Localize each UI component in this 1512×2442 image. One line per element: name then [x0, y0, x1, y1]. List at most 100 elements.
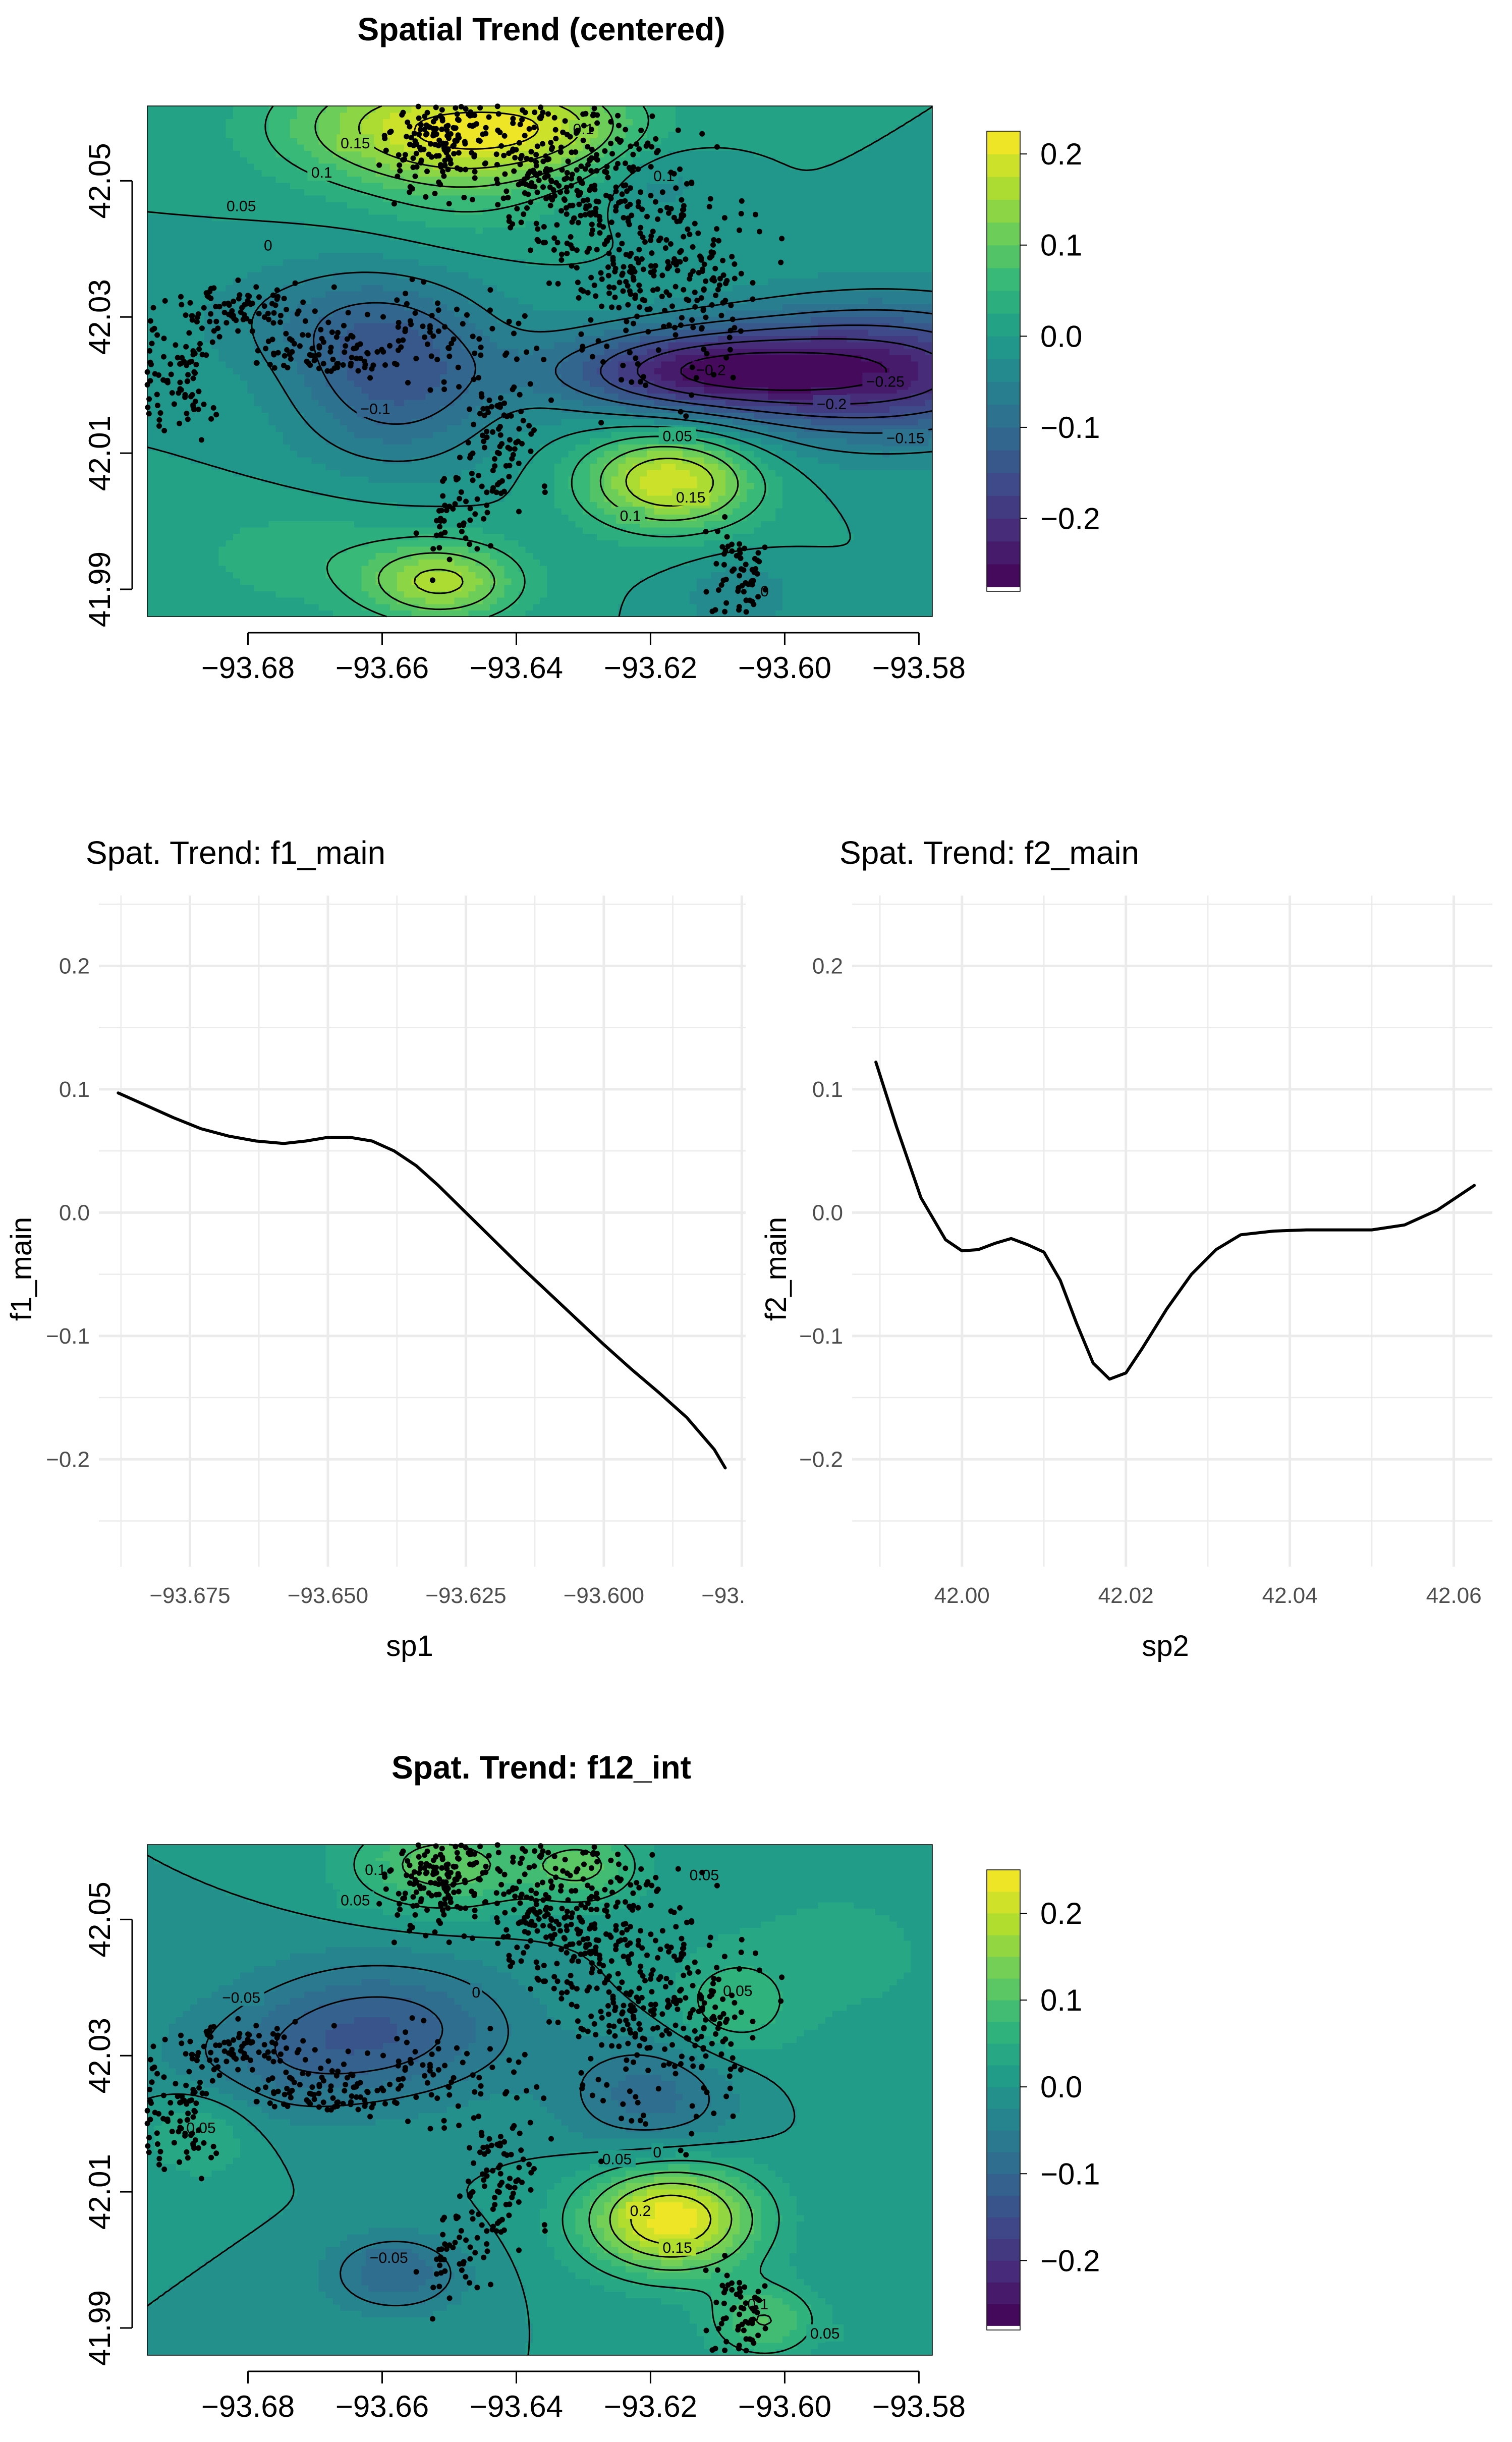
heat-cell: [690, 540, 697, 546]
heat-cell: [861, 546, 869, 553]
heat-cell: [690, 546, 697, 553]
heat-cell: [554, 527, 562, 534]
heat-cell: [426, 585, 433, 591]
heat-cell: [611, 534, 619, 540]
heat-cell: [768, 527, 776, 534]
heat-cell: [361, 546, 369, 553]
heat-cell: [519, 521, 526, 527]
heat-cell: [454, 610, 462, 617]
heat-cell: [254, 540, 262, 546]
heat-cell: [297, 585, 305, 591]
heat-cell: [447, 610, 455, 617]
heat-cell: [733, 534, 740, 540]
heat-cell: [397, 604, 405, 610]
heat-cell: [619, 540, 626, 546]
heat-cell: [433, 572, 440, 578]
heat-cell: [311, 540, 319, 546]
heat-cell: [882, 534, 890, 540]
heat-cell: [347, 578, 355, 585]
heat-cell: [361, 566, 369, 572]
heat-cell: [154, 546, 162, 553]
heat-cell: [839, 604, 847, 610]
heat-cell: [797, 578, 804, 585]
heat-cell: [454, 540, 462, 546]
heat-cell: [733, 578, 740, 585]
heat-cell: [469, 534, 476, 540]
heat-cell: [761, 559, 769, 566]
heat-cell: [868, 534, 876, 540]
heat-cell: [569, 566, 576, 572]
heat-cell: [597, 610, 604, 617]
heat-cell: [476, 578, 483, 585]
heat-cell: [697, 591, 704, 597]
heat-cell: [583, 540, 590, 546]
heat-cell: [868, 521, 876, 527]
heat-cell: [176, 546, 184, 553]
heat-cell: [925, 578, 933, 585]
heat-cell: [297, 559, 305, 566]
heat-cell: [283, 527, 291, 534]
heat-cell: [161, 578, 169, 585]
heat-cell: [882, 572, 890, 578]
heat-cell: [190, 534, 198, 540]
heat-cell: [304, 597, 312, 604]
heat-cell: [711, 578, 718, 585]
heat-cell: [761, 521, 769, 527]
heat-cell: [676, 610, 683, 617]
heat-cell: [647, 585, 654, 591]
heat-cell: [533, 540, 540, 546]
heat-cell: [797, 521, 804, 527]
heat-cell: [875, 540, 883, 546]
heat-cell: [832, 534, 840, 540]
heat-cell: [676, 591, 683, 597]
heat-cell: [426, 527, 433, 534]
heat-cell: [240, 604, 248, 610]
heat-cell: [169, 515, 176, 521]
heat-cell: [704, 578, 711, 585]
heat-cell: [304, 604, 312, 610]
heat-cell: [597, 546, 604, 553]
heat-cell: [519, 540, 526, 546]
heat-cell: [775, 566, 783, 572]
heat-cell: [925, 546, 933, 553]
heat-cell: [668, 591, 676, 597]
heat-cell: [204, 604, 212, 610]
heat-cell: [504, 515, 512, 521]
heat-cell: [554, 610, 562, 617]
heat-cell: [276, 521, 284, 527]
heat-cell: [911, 578, 919, 585]
heat-cell: [911, 534, 919, 540]
heat-cell: [768, 572, 776, 578]
heat-cell: [397, 572, 405, 578]
heat-cell: [861, 553, 869, 560]
heat-cell: [811, 585, 819, 591]
heat-cell: [447, 578, 455, 585]
heat-cell: [426, 521, 433, 527]
heat-cell: [218, 540, 226, 546]
heat-cell: [547, 591, 554, 597]
heat-cell: [226, 578, 234, 585]
heat-cell: [626, 597, 633, 604]
heat-cell: [361, 521, 369, 527]
heat-cell: [825, 591, 833, 597]
heat-cell: [169, 553, 176, 560]
heat-cell: [611, 610, 619, 617]
heat-cell: [297, 572, 305, 578]
heat-cell: [318, 597, 326, 604]
heat-cell: [547, 585, 554, 591]
heat-cell: [376, 604, 383, 610]
heat-cell: [283, 597, 291, 604]
heat-cell: [640, 559, 647, 566]
heat-cell: [169, 597, 176, 604]
heat-cell: [511, 540, 519, 546]
heat-cell: [533, 566, 540, 572]
heat-cell: [604, 534, 611, 540]
heat-cell: [297, 540, 305, 546]
heat-cell: [340, 540, 348, 546]
heat-cell: [254, 572, 262, 578]
heat-cell: [511, 572, 519, 578]
heat-cell: [576, 604, 583, 610]
heat-cell: [697, 578, 704, 585]
heat-cell: [882, 527, 890, 534]
heat-cell: [411, 597, 419, 604]
